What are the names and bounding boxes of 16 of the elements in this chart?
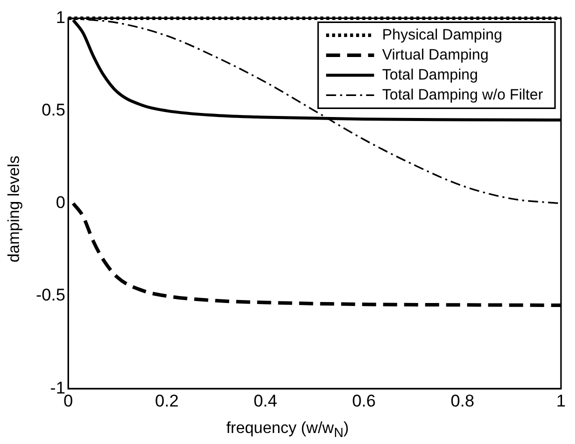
legend-label: Total Damping — [382, 66, 478, 84]
y-tick-label: 1 — [56, 8, 66, 27]
legend-label: Physical Damping — [382, 26, 502, 44]
y-tick-label: -0.5 — [36, 286, 66, 305]
legend-label: Total Damping w/o Filter — [382, 86, 544, 104]
y-axis-title: damping levels — [6, 154, 24, 264]
x-tick-label: 0.8 — [450, 391, 474, 410]
y-tick-label: -1 — [50, 378, 66, 398]
x-tick-label: 1 — [556, 391, 566, 410]
x-tick-label: 0.4 — [254, 391, 278, 410]
x-axis-title: frequency (w/w$_{N}$) — [225, 420, 350, 440]
x-tick-label: 0.2 — [155, 391, 179, 410]
y-tick-label: 0 — [56, 193, 66, 212]
y-tick-label: 0.5 — [42, 100, 66, 120]
legend-label: Virtual Damping — [382, 46, 489, 64]
x-tick-label: 0.6 — [352, 391, 376, 410]
